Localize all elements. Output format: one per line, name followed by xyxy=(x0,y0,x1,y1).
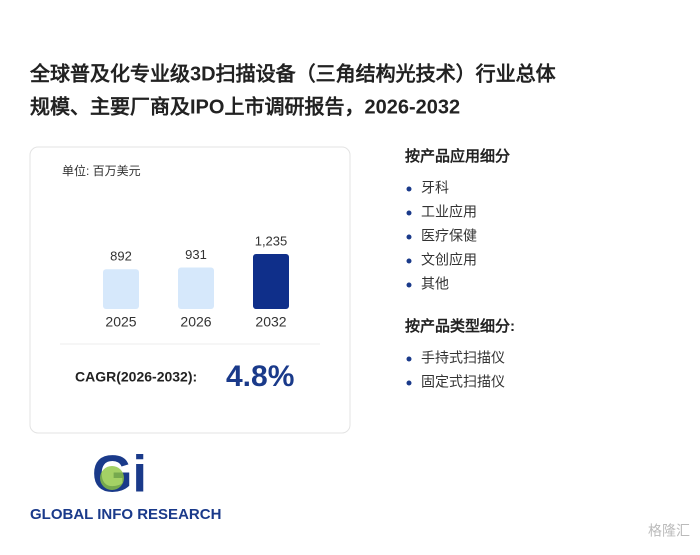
bullet xyxy=(406,282,412,288)
logo-name: GLOBAL INFO RESEARCH xyxy=(30,506,221,523)
bullet xyxy=(406,380,412,386)
x-tick-label: 2026 xyxy=(180,314,211,330)
segment-item: 工业应用 xyxy=(421,204,477,220)
segment-heading: 按产品类型细分: xyxy=(405,317,515,335)
title: 全球普及化专业级3D扫描设备（三角结构光技术）行业总体 xyxy=(29,61,557,85)
segment-item: 手持式扫描仪 xyxy=(421,350,505,366)
logo: Gi GLOBAL INFO RESEARCH xyxy=(30,446,221,523)
x-tick-label: 2025 xyxy=(105,314,136,330)
value-label: 1,235 xyxy=(255,233,288,248)
bullet xyxy=(406,356,412,362)
watermark: 格隆汇 xyxy=(648,523,690,539)
bar xyxy=(103,269,139,309)
cagr-value: 4.8% xyxy=(226,360,294,393)
bullet xyxy=(406,186,412,192)
segment-heading: 按产品应用细分 xyxy=(405,147,510,165)
segment-item: 文创应用 xyxy=(421,252,477,268)
bar xyxy=(178,267,214,309)
bullet xyxy=(406,234,412,240)
bar xyxy=(253,254,289,309)
segment-item: 医疗保健 xyxy=(421,228,477,244)
segment-item: 牙科 xyxy=(421,180,449,196)
cagr-label: CAGR(2026-2032): xyxy=(75,369,197,385)
bullet xyxy=(406,210,412,216)
segment-item: 固定式扫描仪 xyxy=(421,374,505,390)
unit-label: 单位: 百万美元 xyxy=(62,163,141,178)
logo-dot xyxy=(100,466,124,490)
value-label: 931 xyxy=(185,247,207,262)
bullet xyxy=(406,258,412,264)
value-label: 892 xyxy=(110,249,132,264)
title: 规模、主要厂商及IPO上市调研报告，2026-2032 xyxy=(30,94,460,118)
x-tick-label: 2032 xyxy=(255,314,286,330)
segment-item: 其他 xyxy=(421,276,449,292)
